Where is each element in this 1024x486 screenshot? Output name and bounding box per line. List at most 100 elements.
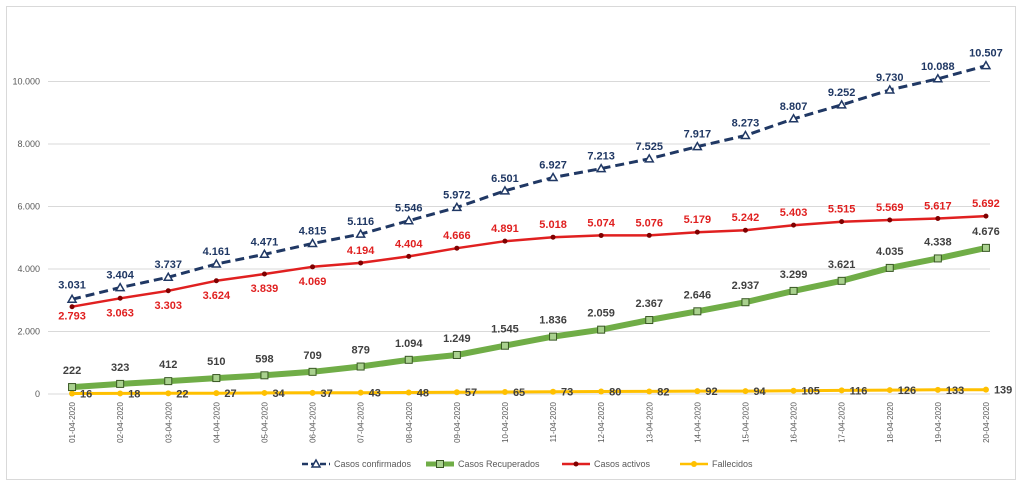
data-point [884,84,896,94]
data-point [741,298,750,307]
data-label: 22 [176,388,188,400]
data-point [886,387,893,394]
data-point [260,371,269,380]
data-label: 3.303 [154,300,182,312]
data-point [788,113,799,123]
data-point [790,387,797,394]
data-label: 222 [63,365,81,377]
data-point [839,219,845,225]
x-tick-label: 03-04-2020 [164,401,173,442]
data-point [694,388,701,395]
data-label: 7.525 [635,141,663,153]
data-label: 9.730 [876,72,904,84]
data-point [165,288,171,294]
data-label: 4.404 [395,238,423,250]
data-point [69,390,76,397]
data-point [454,245,460,251]
gridlines [48,81,990,395]
data-label: 4.666 [443,230,471,242]
data-point [932,73,944,83]
data-label: 4.161 [203,246,231,258]
data-label: 4.676 [972,226,1000,238]
data-label: 4.815 [299,226,327,238]
legend-marker [436,460,444,468]
data-point [357,389,364,396]
data-label: 6.501 [491,173,519,185]
data-label: 1.249 [443,333,471,345]
data-label: 3.621 [828,259,856,271]
data-point [981,243,990,252]
series-line [71,244,987,391]
data-label: 5.515 [828,204,856,216]
data-point [550,234,556,240]
data-label: 6.927 [539,160,567,172]
data-label: 3.404 [106,270,134,282]
data-label: 5.076 [635,217,663,229]
data-point [550,388,557,395]
x-tick-label: 06-04-2020 [309,401,318,442]
data-point [502,238,508,244]
data-point [549,332,558,341]
data-point [451,201,463,212]
data-label: 2.937 [732,280,760,292]
data-label: 10.507 [969,48,1003,60]
data-point [742,227,748,233]
data-label: 323 [111,362,129,374]
data-label: 126 [898,385,916,397]
data-label: 3.063 [106,307,134,319]
data-label: 27 [224,388,236,400]
data-point [68,383,77,392]
data-point [406,253,412,259]
data-label: 3.299 [780,269,808,281]
data-label: 5.972 [443,189,471,201]
x-tick-label: 09-04-2020 [453,401,462,442]
data-label: 94 [753,386,766,398]
data-point [358,260,364,266]
data-label: 3.031 [58,279,86,291]
data-point [499,185,511,195]
data-label: 34 [272,388,285,400]
data-label: 16 [80,389,92,401]
data-label: 4.069 [299,276,327,288]
data-label: 2.646 [684,289,712,301]
data-label: 80 [609,387,621,399]
data-label: 4.035 [876,246,904,258]
x-tick-label: 02-04-2020 [116,401,125,442]
data-label: 43 [369,388,381,400]
data-point [887,217,893,223]
data-point [597,325,606,334]
legend-marker [573,461,579,467]
data-point [403,215,415,225]
x-axis-ticks: 01-04-2020 02-04-2020 03-04-2020 04-04-2020… [68,401,991,442]
data-label: 8.273 [732,117,760,129]
x-tick-label: 19-04-2020 [934,401,943,442]
x-tick-label: 20-04-2020 [982,401,991,442]
y-tick-label: 0 [35,389,40,399]
x-tick-label: 14-04-2020 [693,401,702,442]
data-label: 5.242 [732,212,760,224]
data-label: 18 [128,388,140,400]
x-tick-label: 16-04-2020 [790,401,799,442]
data-point [117,390,124,397]
data-point [837,276,846,285]
data-label: 10.088 [921,61,955,73]
data-point [742,388,749,395]
data-label: 3.624 [203,290,231,302]
data-point [836,99,847,109]
data-point [453,389,460,396]
series-line [71,214,987,308]
y-tick-label: 4.000 [17,264,40,274]
data-label: 82 [657,386,669,398]
data-label: 2.059 [587,308,615,320]
data-point [595,163,607,173]
data-label: 1.545 [491,324,519,336]
y-tick-label: 8.000 [17,139,40,149]
data-point [885,263,894,272]
x-tick-label: 08-04-2020 [405,401,414,442]
data-label: 1.836 [539,315,567,327]
data-label: 5.617 [924,200,952,212]
x-tick-label: 04-04-2020 [212,401,221,442]
data-point [213,390,220,397]
data-label: 57 [465,387,477,399]
data-label: 598 [255,353,273,365]
